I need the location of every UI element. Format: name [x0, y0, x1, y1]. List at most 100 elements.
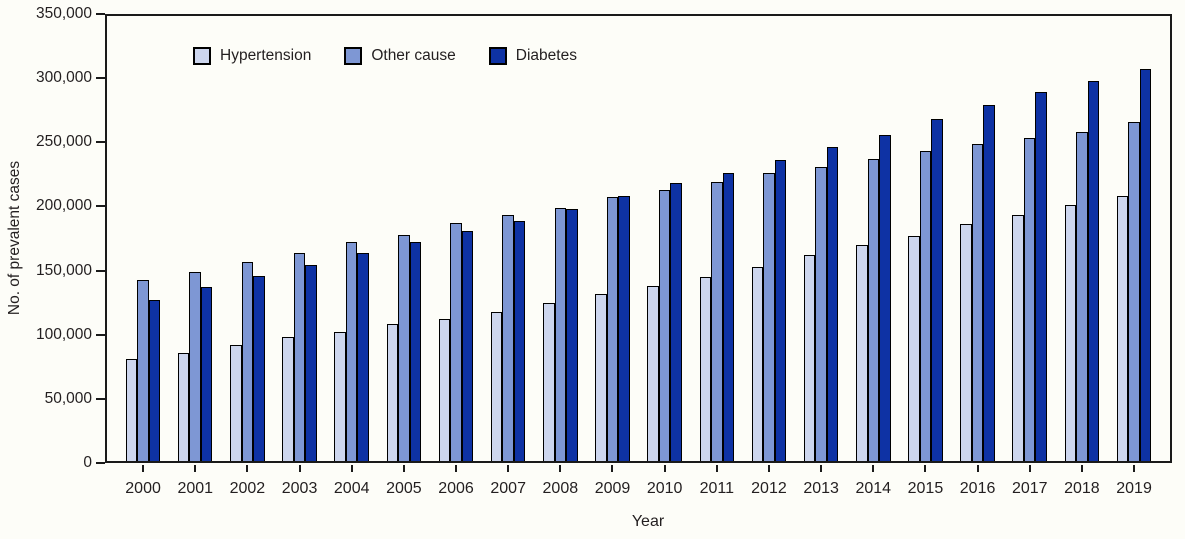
bar-hypertension-2011	[699, 277, 712, 463]
bar-hypertension-2012	[751, 266, 764, 463]
bar-hypertension-2006	[438, 319, 451, 463]
year-group-2005: 2005	[378, 14, 430, 497]
bar-hypertension-2002	[230, 344, 242, 463]
bar-hypertension-2004	[334, 332, 346, 463]
bar-other-cause-2003	[293, 252, 306, 463]
bar-hypertension-2015	[908, 235, 920, 463]
bar-diabetes-2017	[1035, 92, 1047, 463]
y-tick-mark	[96, 13, 105, 15]
x-tick-label: 2017	[1011, 480, 1048, 497]
legend-swatch-hypertension	[193, 47, 211, 65]
x-tick-mark	[715, 465, 718, 472]
x-tick-label: 2012	[751, 480, 787, 497]
bar-other-cause-2007	[502, 215, 514, 463]
bar-diabetes-2018	[1087, 80, 1100, 463]
x-tick-label: 2010	[646, 480, 683, 497]
legend-item-other-cause: Other cause	[344, 47, 456, 65]
year-group-2006: 2006	[430, 14, 482, 497]
legend-item-diabetes: Diabetes	[488, 47, 577, 65]
year-group-2002: 2002	[221, 14, 273, 497]
x-tick-mark	[872, 465, 875, 472]
year-group-2010: 2010	[639, 14, 691, 497]
y-tick-label: 0	[83, 454, 92, 471]
bar-diabetes-2008	[566, 209, 578, 463]
x-tick-label: 2009	[594, 480, 631, 497]
year-group-2003: 2003	[273, 14, 325, 497]
legend-label-hypertension: Hypertension	[220, 47, 312, 64]
y-tick-label: 100,000	[35, 325, 92, 343]
bar-diabetes-2004	[357, 252, 369, 463]
bar-diabetes-2006	[461, 230, 474, 463]
x-tick-mark	[142, 465, 145, 472]
y-tick-label: 150,000	[35, 261, 92, 279]
x-tick-label: 2008	[542, 480, 579, 497]
x-tick-label: 2003	[281, 480, 318, 497]
bar-hypertension-2019	[1116, 196, 1129, 463]
y-tick-mark	[96, 397, 105, 400]
bar-hypertension-2017	[1012, 215, 1024, 463]
y-tick-label: 50,000	[44, 389, 92, 407]
y-tick-mark	[96, 269, 105, 272]
bar-other-cause-2015	[919, 151, 932, 463]
legend: Hypertension Other cause Diabetes	[193, 47, 577, 65]
y-tick-mark	[96, 333, 105, 336]
legend-label-other-cause: Other cause	[371, 47, 456, 64]
bar-diabetes-2009	[618, 196, 630, 463]
bar-other-cause-2019	[1128, 121, 1140, 463]
year-group-2008: 2008	[534, 14, 586, 497]
x-tick-mark	[455, 465, 458, 472]
x-tick-mark	[611, 465, 614, 472]
bar-diabetes-2010	[670, 183, 682, 463]
bar-hypertension-2000	[125, 359, 138, 463]
bar-diabetes-2016	[983, 105, 995, 463]
x-axis-title: Year	[631, 513, 665, 530]
bar-diabetes-2011	[722, 173, 735, 463]
y-axis-title: No. of prevalent cases	[6, 160, 23, 316]
bar-groups: 2000 2001 2002 2003 2004 2005 2006 2007 2008 2009…	[105, 14, 1172, 497]
bar-hypertension-2018	[1064, 205, 1077, 463]
bar-diabetes-2003	[305, 265, 317, 463]
bar-other-cause-2014	[867, 158, 880, 463]
bar-diabetes-2013	[826, 147, 839, 463]
bar-diabetes-2002	[253, 275, 265, 463]
y-tick-mark	[96, 77, 105, 80]
bar-other-cause-2017	[1023, 138, 1036, 463]
x-tick-mark	[976, 465, 979, 472]
bar-hypertension-2007	[490, 311, 503, 463]
y-tick-mark	[96, 141, 105, 144]
year-group-2016: 2016	[952, 14, 1004, 497]
x-tick-label: 2004	[333, 480, 370, 497]
x-tick-mark	[402, 465, 405, 472]
legend-label-diabetes: Diabetes	[515, 47, 577, 64]
x-tick-label: 2019	[1116, 480, 1152, 497]
legend-swatch-other-cause	[344, 47, 363, 65]
bar-diabetes-2005	[409, 242, 422, 463]
x-tick-label: 2001	[177, 480, 214, 497]
x-tick-mark	[1080, 465, 1083, 472]
year-group-2018: 2018	[1056, 14, 1108, 497]
year-group-2000: 2000	[117, 14, 169, 497]
bar-diabetes-2007	[513, 220, 526, 463]
bar-hypertension-2003	[282, 337, 294, 463]
x-tick-label: 2007	[490, 480, 526, 497]
bar-hypertension-2005	[386, 324, 399, 463]
y-tick-label: 250,000	[35, 133, 92, 151]
x-tick-label: 2002	[229, 480, 266, 497]
x-tick-mark	[298, 465, 301, 472]
year-group-2014: 2014	[847, 14, 899, 497]
bar-other-cause-2013	[815, 166, 827, 463]
x-tick-label: 2013	[803, 480, 839, 497]
bar-diabetes-2014	[879, 134, 891, 463]
y-tick-label: 200,000	[35, 197, 92, 215]
y-tick-label: 350,000	[35, 5, 92, 22]
x-tick-mark	[663, 465, 666, 472]
bar-other-cause-2008	[554, 207, 567, 463]
year-group-2019: 2019	[1108, 14, 1160, 497]
bar-diabetes-2019	[1139, 69, 1152, 463]
bar-hypertension-2009	[595, 293, 607, 463]
year-group-2004: 2004	[326, 14, 378, 497]
x-tick-label: 2006	[438, 480, 474, 497]
bar-other-cause-2002	[241, 261, 254, 463]
x-tick-mark	[767, 465, 770, 472]
